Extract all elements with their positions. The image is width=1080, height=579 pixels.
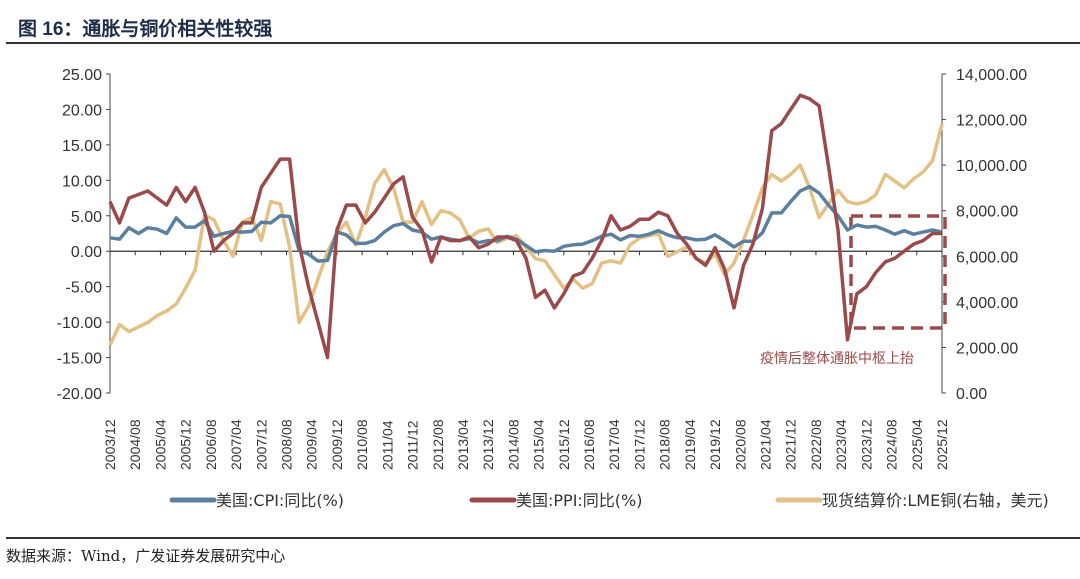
x-tick-label: 2009/12 bbox=[329, 419, 345, 470]
left-tick-label: 5.00 bbox=[71, 209, 102, 226]
left-tick-label: -5.00 bbox=[66, 280, 103, 297]
x-tick-label: 2014/08 bbox=[505, 419, 521, 470]
x-tick-label: 2008/08 bbox=[278, 419, 294, 470]
x-tick-label: 2011/04 bbox=[379, 420, 395, 470]
legend-label-2: 现货结算价:LME铜(右轴，美元) bbox=[822, 491, 1049, 510]
top-divider bbox=[6, 42, 1080, 44]
x-tick-label: 2023/04 bbox=[833, 419, 849, 470]
x-tick-label: 2017/12 bbox=[631, 419, 647, 470]
right-tick-label: 4,000.00 bbox=[956, 295, 1018, 312]
x-tick-label: 2021/04 bbox=[758, 419, 774, 470]
x-tick-label: 2023/12 bbox=[858, 419, 874, 470]
x-tick-label: 2006/08 bbox=[203, 419, 219, 470]
right-tick-label: 2,000.00 bbox=[956, 340, 1018, 357]
left-tick-label: 20.00 bbox=[62, 102, 102, 119]
x-tick-label: 2011/12 bbox=[405, 420, 421, 470]
x-tick-label: 2018/08 bbox=[657, 419, 673, 470]
x-tick-label: 2013/04 bbox=[455, 419, 471, 470]
x-tick-label: 2015/12 bbox=[556, 419, 572, 470]
left-tick-label: -10.00 bbox=[57, 315, 102, 332]
x-tick-label: 2003/12 bbox=[102, 419, 118, 470]
left-tick-label: 10.00 bbox=[62, 173, 102, 190]
right-tick-label: 14,000.00 bbox=[956, 67, 1027, 84]
x-tick-label: 2017/04 bbox=[606, 419, 622, 470]
series-line-0 bbox=[109, 184, 943, 263]
x-tick-label: 2005/04 bbox=[152, 419, 168, 470]
series-line-1 bbox=[108, 93, 942, 360]
x-tick-label: 2015/04 bbox=[531, 419, 547, 470]
x-tick-label: 2025/12 bbox=[934, 419, 950, 470]
x-tick-label: 2016/08 bbox=[581, 419, 597, 470]
left-tick-label: 25.00 bbox=[62, 67, 102, 84]
left-tick-label: -20.00 bbox=[57, 386, 102, 403]
annotation-box bbox=[849, 214, 947, 330]
x-tick-label: 2007/04 bbox=[228, 419, 244, 470]
bottom-divider bbox=[6, 537, 1080, 539]
x-tick-label: 2012/08 bbox=[430, 419, 446, 470]
x-tick-label: 2004/08 bbox=[127, 419, 143, 470]
x-tick-label: 2019/12 bbox=[707, 419, 723, 470]
x-tick-label: 2005/12 bbox=[178, 419, 194, 470]
x-tick-label: 2021/12 bbox=[783, 419, 799, 470]
x-tick-label: 2024/08 bbox=[884, 419, 900, 470]
legend-label-1: 美国:PPI:同比(%) bbox=[516, 491, 643, 510]
left-tick-label: 15.00 bbox=[62, 138, 102, 155]
right-tick-label: 0.00 bbox=[956, 386, 987, 403]
annotation-text: 疫情后整体通胀中枢上抬 bbox=[760, 351, 914, 367]
right-tick-label: 10,000.00 bbox=[956, 158, 1027, 175]
legend-label-0: 美国:CPI:同比(%) bbox=[216, 491, 344, 510]
figure-title: 图 16：通胀与铜价相关性较强 bbox=[18, 19, 273, 40]
x-tick-label: 2020/08 bbox=[732, 419, 748, 470]
x-tick-label: 2025/04 bbox=[909, 419, 925, 470]
x-tick-label: 2007/12 bbox=[253, 419, 269, 470]
right-tick-label: 12,000.00 bbox=[956, 113, 1027, 130]
series-line-2 bbox=[108, 123, 944, 346]
x-tick-label: 2009/04 bbox=[304, 419, 320, 470]
x-tick-label: 2010/08 bbox=[354, 419, 370, 470]
left-tick-label: -15.00 bbox=[57, 351, 102, 368]
x-tick-label: 2013/12 bbox=[480, 419, 496, 470]
left-tick-label: 0.00 bbox=[71, 244, 102, 261]
right-tick-label: 6,000.00 bbox=[956, 249, 1018, 266]
x-tick-label: 2022/08 bbox=[808, 419, 824, 470]
right-tick-label: 8,000.00 bbox=[956, 204, 1018, 221]
x-tick-label: 2019/04 bbox=[682, 419, 698, 470]
source-note: 数据来源：Wind，广发证券发展研究中心 bbox=[6, 547, 286, 565]
